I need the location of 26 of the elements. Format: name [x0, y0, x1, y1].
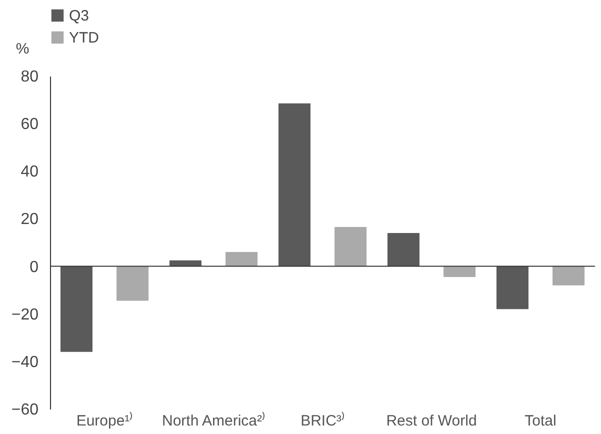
bar — [169, 260, 202, 266]
bar — [226, 252, 258, 266]
y-tick-label: 80 — [20, 68, 39, 86]
y-tick-label: 40 — [20, 164, 39, 181]
bar — [552, 266, 585, 286]
bar — [60, 266, 92, 352]
bar — [116, 266, 149, 301]
legend-label: Q3 — [69, 8, 90, 24]
bar — [496, 266, 528, 310]
x-tick-label: North America²⁾ — [162, 412, 266, 430]
bar — [278, 103, 310, 266]
x-tick-label: BRIC³⁾ — [300, 412, 344, 430]
x-tick-label: Europe¹⁾ — [76, 412, 133, 430]
y-tick-label: −60 — [11, 402, 39, 418]
y-axis-title: % — [16, 40, 30, 58]
bar — [444, 266, 476, 277]
y-tick-label: −40 — [11, 354, 39, 371]
y-tick-label: 60 — [20, 116, 39, 134]
legend-label: YTD — [69, 30, 100, 46]
x-tick-label: Rest of World — [386, 412, 477, 430]
y-tick-label: 20 — [20, 211, 39, 228]
y-tick-label: −20 — [11, 306, 39, 324]
y-tick-label: 0 — [30, 258, 39, 276]
bar — [334, 227, 367, 266]
bar — [387, 232, 420, 266]
x-tick-label: Total — [524, 412, 556, 430]
